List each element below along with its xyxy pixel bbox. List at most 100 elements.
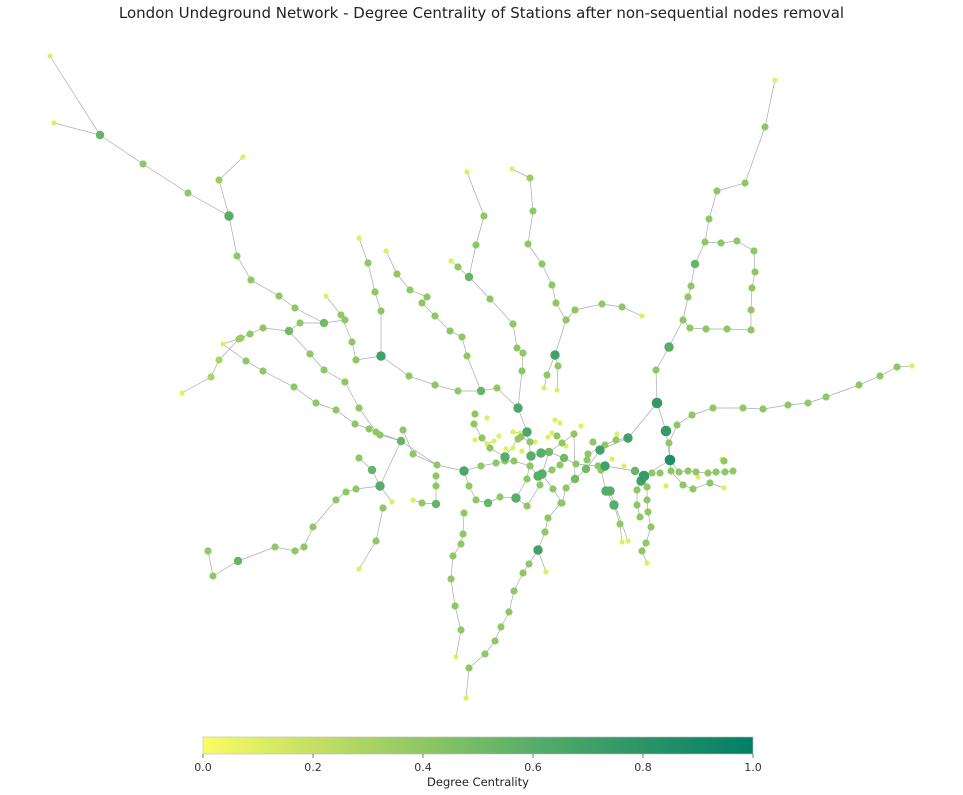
- station-node: [636, 513, 644, 521]
- station-node: [532, 439, 538, 445]
- station-node: [179, 390, 185, 396]
- colorbar-tick-label: 0.8: [634, 761, 652, 774]
- edge-line: [537, 502, 562, 551]
- station-node: [557, 420, 563, 426]
- station-node: [383, 248, 389, 254]
- station-node: [323, 293, 329, 299]
- station-node: [351, 420, 359, 428]
- edge-line: [207, 485, 381, 577]
- station-node: [319, 318, 329, 328]
- station-node: [609, 500, 619, 510]
- station-node: [706, 479, 714, 487]
- edge-line: [655, 79, 776, 404]
- station-node: [464, 169, 470, 175]
- station-node: [523, 475, 531, 483]
- station-node: [679, 481, 687, 489]
- station-node: [747, 306, 755, 314]
- station-node: [275, 292, 283, 300]
- edges-layer: [49, 55, 913, 699]
- station-node: [651, 397, 663, 409]
- station-node: [709, 404, 717, 412]
- station-node: [457, 540, 465, 548]
- station-node: [647, 523, 655, 531]
- station-node: [448, 258, 454, 264]
- station-node: [352, 356, 360, 364]
- station-node: [526, 438, 534, 446]
- edge-line: [450, 171, 485, 278]
- edge-line: [636, 480, 642, 518]
- colorbar-tick-label: 0.2: [304, 761, 322, 774]
- station-node: [459, 466, 469, 476]
- station-node: [638, 470, 650, 482]
- station-node: [684, 293, 692, 301]
- station-node: [320, 366, 328, 374]
- colorbar-tick-label: 0.0: [194, 761, 212, 774]
- station-node: [464, 272, 474, 282]
- station-node: [396, 436, 406, 446]
- station-node: [616, 520, 624, 528]
- station-node: [496, 433, 502, 439]
- station-node: [571, 306, 579, 314]
- station-node: [465, 482, 473, 490]
- station-node: [393, 270, 401, 278]
- station-node: [463, 695, 469, 701]
- station-node: [529, 207, 537, 215]
- station-node: [679, 316, 687, 324]
- station-node: [543, 569, 549, 575]
- station-node: [533, 545, 543, 555]
- station-node: [423, 293, 431, 301]
- station-node: [364, 259, 372, 267]
- station-node: [652, 366, 660, 374]
- station-node: [459, 530, 467, 538]
- station-node: [625, 538, 631, 544]
- station-node: [609, 456, 615, 462]
- station-node: [432, 472, 440, 480]
- station-node: [729, 467, 737, 475]
- station-node: [406, 286, 414, 294]
- edge-line: [465, 549, 539, 699]
- station-node: [497, 623, 505, 631]
- station-node: [491, 637, 499, 645]
- colorbar-tick-label: 1.0: [744, 761, 762, 774]
- station-node: [759, 405, 767, 413]
- station-node: [600, 461, 610, 471]
- station-node: [633, 486, 641, 494]
- station-node: [375, 481, 385, 491]
- station-node: [259, 367, 267, 375]
- station-node: [503, 446, 509, 452]
- station-node: [660, 425, 672, 437]
- station-node: [695, 474, 701, 480]
- station-node: [451, 602, 459, 610]
- station-node: [454, 263, 462, 271]
- station-node: [570, 430, 578, 438]
- station-node: [619, 539, 625, 545]
- station-node: [477, 462, 485, 470]
- station-node: [562, 316, 570, 324]
- station-node: [510, 457, 518, 465]
- station-node: [472, 241, 480, 249]
- edge-line: [218, 156, 244, 217]
- station-node: [433, 461, 441, 469]
- station-node: [259, 324, 267, 332]
- station-node: [246, 330, 254, 338]
- station-node: [544, 447, 554, 457]
- station-node: [583, 456, 591, 464]
- station-node: [664, 342, 674, 352]
- station-node: [557, 499, 565, 507]
- station-node: [207, 373, 215, 381]
- station-node: [761, 123, 769, 131]
- station-node: [541, 528, 549, 536]
- station-node: [523, 502, 531, 510]
- station-node: [355, 454, 363, 462]
- station-node: [312, 399, 320, 407]
- station-node: [505, 608, 513, 616]
- station-node: [644, 560, 650, 566]
- edge-line: [554, 354, 559, 391]
- station-node: [379, 504, 387, 512]
- station-node: [548, 281, 556, 289]
- station-node: [663, 483, 669, 489]
- station-node: [365, 425, 373, 433]
- station-node: [463, 352, 471, 360]
- station-node: [352, 485, 360, 493]
- station-node: [702, 325, 710, 333]
